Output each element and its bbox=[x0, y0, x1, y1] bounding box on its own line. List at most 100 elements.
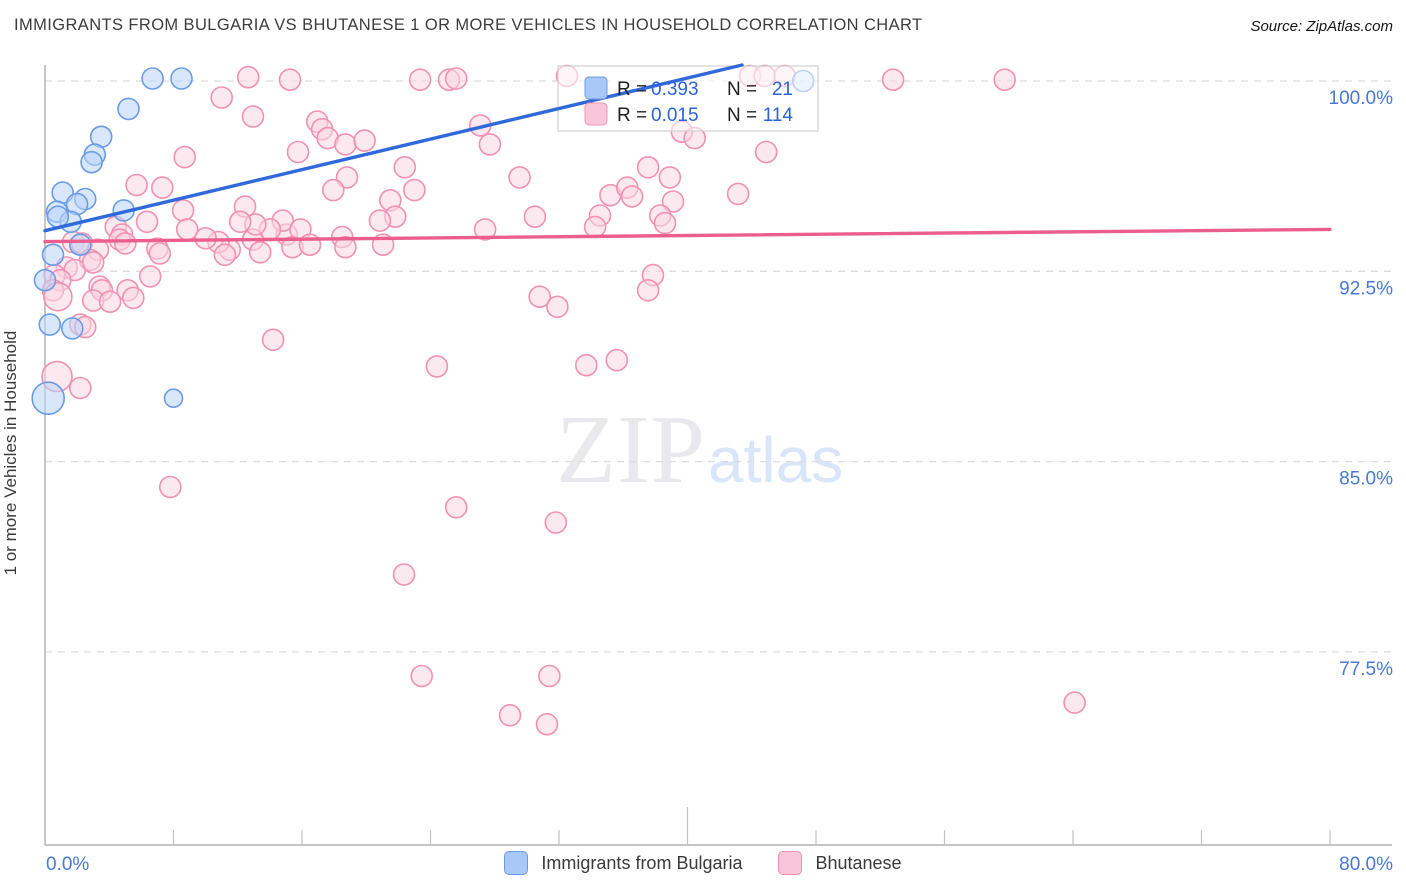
scatter-point-bulgaria bbox=[31, 381, 66, 416]
legend-n-value-bhutanese: 114 bbox=[763, 105, 794, 126]
scatter-point-bhutanese bbox=[210, 86, 233, 109]
scatter-point-bhutanese bbox=[754, 140, 778, 164]
scatter-points-layer bbox=[31, 64, 1086, 736]
scatter-point-bhutanese bbox=[241, 105, 265, 128]
scatter-point-bhutanese bbox=[546, 295, 569, 319]
x-axis-max-label: 80.0% bbox=[1339, 854, 1393, 875]
scatter-point-bhutanese bbox=[583, 215, 607, 239]
scatter-point-bulgaria bbox=[61, 317, 84, 340]
scatter-point-bhutanese bbox=[620, 185, 644, 208]
bulgaria-legend-label: Immigrants from Bulgaria bbox=[541, 852, 743, 873]
page-title: IMMIGRANTS FROM BULGARIA VS BHUTANESE 1 … bbox=[14, 16, 923, 34]
scatter-point-bulgaria bbox=[80, 150, 103, 174]
scatter-point-bhutanese bbox=[148, 242, 172, 265]
trend-line-bhutanese bbox=[43, 227, 1332, 244]
source-label: Source: ZipAtlas.com bbox=[1250, 18, 1393, 35]
legend-box-content: R = 0.393 N = 21 R = 0.015 N = 114 bbox=[584, 76, 794, 126]
y-axis-tick-label: 92.5% bbox=[1339, 278, 1393, 299]
scatter-point-bhutanese bbox=[392, 563, 416, 586]
scatter-point-bhutanese bbox=[353, 129, 376, 152]
scatter-point-bulgaria bbox=[46, 205, 70, 228]
legend-r-label-bulgaria: R = bbox=[617, 79, 647, 100]
trend-lines-layer bbox=[43, 63, 1332, 244]
y-axis-tick-label: 85.0% bbox=[1339, 469, 1393, 490]
scatter-point-bhutanese bbox=[368, 209, 392, 232]
scatter-point-bhutanese bbox=[98, 290, 122, 314]
scatter-point-bhutanese bbox=[173, 145, 196, 169]
scatter-point-bhutanese bbox=[261, 328, 285, 352]
scatter-point-bhutanese bbox=[478, 133, 502, 156]
scatter-point-bhutanese bbox=[508, 166, 531, 189]
gridlines-layer: 100.0% 92.5% 85.0% 77.5% bbox=[45, 80, 1394, 680]
scatter-point-bhutanese bbox=[125, 173, 148, 197]
scatter-point-bhutanese bbox=[528, 285, 552, 309]
legend-swatch-bhutanese bbox=[584, 102, 608, 126]
zipatlas-watermark: ZIP atlas bbox=[556, 401, 843, 499]
scatter-point-bhutanese bbox=[538, 664, 561, 688]
x-ticks-layer bbox=[172, 807, 1331, 845]
scatter-point-bulgaria bbox=[33, 268, 57, 292]
legend-r-value-bhutanese: 0.015 bbox=[651, 105, 699, 126]
scatter-point-bhutanese bbox=[69, 376, 92, 400]
scatter-point-bhutanese bbox=[403, 178, 426, 202]
scatter-point-bhutanese bbox=[213, 243, 237, 267]
scatter-point-bhutanese bbox=[408, 68, 432, 91]
watermark-zip: ZIP bbox=[556, 396, 706, 504]
scatter-point-bhutanese bbox=[334, 235, 357, 259]
scatter-point-bhutanese bbox=[171, 199, 195, 222]
scatter-point-bhutanese bbox=[653, 211, 677, 235]
scatter-point-bhutanese bbox=[535, 712, 559, 736]
scatter-point-bhutanese bbox=[194, 227, 217, 250]
scatter-point-bhutanese bbox=[523, 205, 547, 228]
scatter-point-bhutanese bbox=[321, 178, 345, 202]
scatter-point-bhutanese bbox=[278, 68, 302, 91]
scatter-point-bhutanese bbox=[881, 68, 905, 91]
bhutanese-legend-label: Bhutanese bbox=[815, 852, 902, 873]
scatter-point-bhutanese bbox=[605, 348, 629, 372]
scatter-point-bhutanese bbox=[138, 265, 162, 288]
bottom-legend-item-bhutanese: Bhutanese bbox=[778, 851, 902, 875]
scatter-point-bhutanese bbox=[726, 182, 750, 206]
scatter-point-bhutanese bbox=[473, 218, 497, 241]
scatter-point-bulgaria bbox=[38, 313, 62, 336]
scatter-point-bhutanese bbox=[228, 210, 252, 234]
scatter-point-bhutanese bbox=[334, 133, 357, 156]
scatter-point-bhutanese bbox=[393, 156, 417, 179]
scatter-point-bhutanese bbox=[410, 664, 434, 688]
scatter-point-bhutanese bbox=[993, 68, 1017, 91]
y-axis-tick-label: 100.0% bbox=[1329, 88, 1394, 109]
scatter-point-bulgaria bbox=[141, 67, 164, 90]
scatter-point-bhutanese bbox=[444, 67, 468, 90]
watermark-atlas: atlas bbox=[708, 424, 844, 496]
legend-n-label-bulgaria: N = bbox=[727, 79, 757, 100]
scatter-point-bulgaria bbox=[69, 233, 92, 256]
scatter-point-bhutanese bbox=[248, 241, 272, 264]
scatter-point-bulgaria bbox=[41, 243, 65, 267]
scatter-point-bhutanese bbox=[151, 176, 174, 199]
scatter-point-bhutanese bbox=[114, 232, 137, 255]
legend-n-value-bulgaria: 21 bbox=[772, 79, 793, 100]
scatter-point-bhutanese bbox=[658, 166, 682, 189]
legend-r-label-bhutanese: R = bbox=[617, 105, 647, 126]
scatter-point-bhutanese bbox=[544, 511, 568, 534]
legend-r-value-bulgaria: 0.393 bbox=[651, 79, 699, 100]
scatter-point-bhutanese bbox=[122, 286, 145, 310]
scatter-point-bhutanese bbox=[159, 475, 182, 499]
trend-line-bulgaria bbox=[43, 63, 744, 233]
scatter-point-bhutanese bbox=[236, 65, 260, 89]
bottom-legend: Immigrants from Bulgaria Bhutanese bbox=[0, 851, 1406, 875]
bottom-legend-item-bulgaria: Immigrants from Bulgaria bbox=[504, 851, 742, 875]
x-axis-min-label: 0.0% bbox=[46, 854, 90, 875]
scatter-point-bulgaria bbox=[163, 388, 184, 409]
scatter-point-bulgaria bbox=[170, 67, 193, 90]
scatter-point-bhutanese bbox=[1063, 691, 1086, 714]
scatter-point-bhutanese bbox=[498, 703, 522, 727]
scatter-point-bhutanese bbox=[425, 355, 449, 378]
scatter-point-bhutanese bbox=[135, 210, 159, 234]
scatter-point-bhutanese bbox=[444, 495, 468, 519]
scatter-point-bhutanese bbox=[574, 353, 598, 377]
bulgaria-swatch-icon bbox=[504, 851, 529, 875]
legend-swatch-bulgaria bbox=[584, 76, 608, 100]
